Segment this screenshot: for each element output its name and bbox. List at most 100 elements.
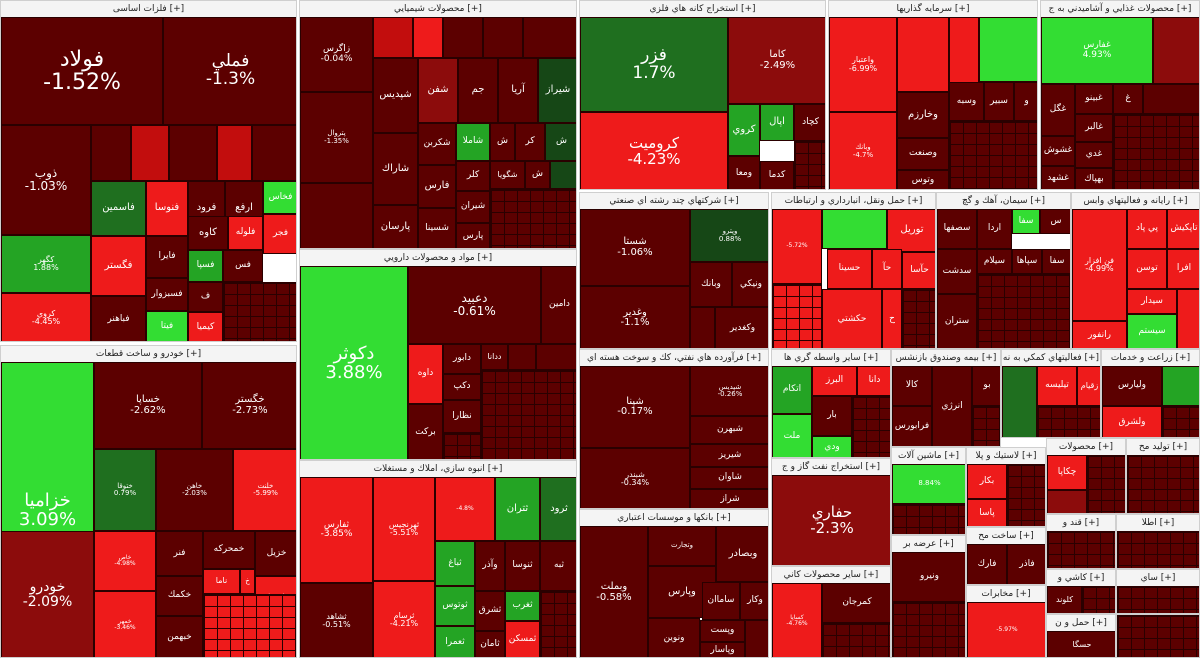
stock-tile[interactable]: توريل xyxy=(887,209,935,252)
stock-tile[interactable]: نظارا xyxy=(443,400,481,433)
stock-tile[interactable]: ثشرق xyxy=(475,591,505,631)
stock-tile[interactable]: غبينو xyxy=(1075,84,1113,114)
stock-tile[interactable]: شاراك xyxy=(373,133,418,205)
small-symbols-cluster[interactable] xyxy=(1127,455,1199,513)
stock-tile[interactable]: وليارس xyxy=(1102,366,1162,406)
stock-tile[interactable] xyxy=(949,17,979,92)
stock-tile[interactable]: دعبيد -0.61% xyxy=(408,266,541,344)
stock-tile[interactable]: ثبه xyxy=(540,541,576,591)
sector-header[interactable]: انبوه سازي، املاك و مستغلات [+] xyxy=(300,461,576,478)
small-symbols-cluster[interactable] xyxy=(977,274,1070,348)
stock-tile[interactable]: فاسمين xyxy=(91,181,146,236)
small-symbols-cluster[interactable] xyxy=(1037,406,1100,437)
stock-tile[interactable]: سپاها xyxy=(1012,249,1042,274)
stock-tile[interactable]: آريا xyxy=(498,58,538,123)
stock-tile[interactable]: شپديس -0.26% xyxy=(690,366,768,416)
stock-tile[interactable] xyxy=(979,17,1037,82)
stock-tile[interactable]: سيستم xyxy=(1127,314,1177,348)
stock-tile[interactable]: سفا xyxy=(1042,249,1070,274)
sector-header[interactable]: مواد و محصولات دارويي [+] xyxy=(300,250,576,267)
stock-tile[interactable]: شاوان xyxy=(690,467,768,489)
stock-tile[interactable]: فنر xyxy=(156,531,203,576)
small-symbols-cluster[interactable] xyxy=(1047,531,1115,568)
stock-tile[interactable]: وتجارت xyxy=(648,526,716,566)
stock-tile[interactable]: وپاسار xyxy=(700,642,745,657)
stock-tile[interactable]: كالا xyxy=(892,366,932,406)
sector-header[interactable]: رايانه و فعاليتهاي وابس [+] xyxy=(1072,193,1199,210)
stock-tile[interactable]: سيدار xyxy=(1127,289,1177,314)
stock-tile[interactable]: شراز xyxy=(690,489,768,508)
stock-tile[interactable]: ذوب -1.03% xyxy=(1,125,91,235)
small-symbols-cluster[interactable] xyxy=(892,602,965,657)
stock-tile[interactable]: بهپاك xyxy=(1075,168,1113,189)
stock-tile[interactable]: حفاري -2.3% xyxy=(772,475,890,565)
small-symbols-cluster[interactable] xyxy=(1113,114,1199,189)
stock-tile[interactable]: ثوتوس xyxy=(435,586,475,626)
small-symbols-cluster[interactable] xyxy=(1117,531,1199,568)
stock-tile[interactable]: فايرا xyxy=(146,236,188,278)
stock-tile[interactable]: وصنعت xyxy=(897,138,949,170)
stock-tile[interactable]: فسبزوار xyxy=(146,278,188,311)
stock-tile[interactable]: خمحركه xyxy=(203,531,255,569)
stock-tile[interactable]: فولاد -1.52% xyxy=(1,17,163,125)
stock-tile[interactable] xyxy=(690,307,715,348)
stock-tile[interactable]: شيريز xyxy=(690,444,768,467)
stock-tile[interactable]: ثهرنجيس -5.51% xyxy=(373,477,435,581)
sector-header[interactable]: محصولات شيميايي [+] xyxy=(300,1,576,18)
stock-tile[interactable] xyxy=(1002,366,1037,437)
stock-tile[interactable] xyxy=(1177,289,1199,348)
stock-tile[interactable]: حآسا xyxy=(902,252,935,289)
stock-tile[interactable]: شفن xyxy=(418,58,458,123)
sector-header[interactable]: سرمايه گذاريها [+] xyxy=(829,1,1037,18)
stock-tile[interactable] xyxy=(745,620,768,657)
stock-tile[interactable]: وآذر xyxy=(475,541,505,591)
stock-tile[interactable]: ثباغ xyxy=(435,541,475,586)
stock-tile[interactable]: فن افزار -4.99% xyxy=(1072,209,1127,321)
small-symbols-cluster[interactable] xyxy=(1082,586,1115,613)
sector-header[interactable]: بانكها و موسسات اعتباري [+] xyxy=(580,510,768,527)
stock-tile[interactable]: شبندر -0.34% xyxy=(580,448,690,508)
small-symbols-cluster[interactable] xyxy=(1117,615,1199,657)
stock-tile[interactable]: بار xyxy=(812,396,852,436)
small-symbols-cluster[interactable] xyxy=(822,623,890,657)
stock-tile[interactable]: شسينا xyxy=(418,208,456,248)
stock-tile[interactable]: شبهرن xyxy=(690,416,768,444)
small-symbols-cluster[interactable] xyxy=(1117,586,1199,613)
sector-header[interactable]: شركتهاي چند رشته اي صنعتي [+] xyxy=(580,193,768,210)
stock-tile[interactable]: ددانا xyxy=(481,344,508,370)
stock-tile[interactable]: فخاس xyxy=(263,181,296,214)
stock-tile[interactable] xyxy=(131,125,169,181)
stock-tile[interactable]: وكغدير xyxy=(715,307,768,348)
stock-tile[interactable]: 8.84% xyxy=(892,464,965,504)
stock-tile[interactable]: سبير xyxy=(984,82,1014,121)
stock-tile[interactable]: كروي -4.45% xyxy=(1,293,91,341)
stock-tile[interactable]: ثنوسا xyxy=(505,541,540,591)
stock-tile[interactable]: دابور xyxy=(443,344,481,374)
stock-tile[interactable]: ساماان xyxy=(702,582,740,620)
stock-tile[interactable]: تاپكيش xyxy=(1167,209,1199,249)
stock-tile[interactable]: غشهد xyxy=(1041,166,1075,189)
stock-tile[interactable]: و xyxy=(1014,82,1037,121)
stock-tile[interactable]: وپترو 0.88% xyxy=(690,209,768,262)
stock-tile[interactable] xyxy=(91,125,131,181)
stock-tile[interactable]: سيلام xyxy=(977,249,1012,274)
stock-tile[interactable]: دانا xyxy=(857,366,890,396)
stock-tile[interactable]: ونيرو xyxy=(892,552,965,602)
stock-tile[interactable]: خكمك xyxy=(156,576,203,616)
stock-tile[interactable] xyxy=(508,344,536,370)
stock-tile[interactable]: رانفور xyxy=(1072,321,1127,348)
stock-tile[interactable] xyxy=(413,17,443,58)
stock-tile[interactable]: پارسان xyxy=(373,205,418,248)
sector-header[interactable]: مخابرات [+] xyxy=(967,586,1045,603)
small-symbols-cluster[interactable] xyxy=(223,282,296,341)
stock-tile[interactable]: فباهنر xyxy=(91,296,146,341)
stock-tile[interactable]: زقيام xyxy=(1077,366,1100,406)
sector-header[interactable]: زراعت و خدمات [+] xyxy=(1102,350,1199,367)
stock-tile[interactable] xyxy=(1143,84,1199,114)
stock-tile[interactable] xyxy=(897,17,949,92)
stock-tile[interactable]: ثشاهد -0.51% xyxy=(300,583,373,657)
stock-tile[interactable]: خگستر -2.73% xyxy=(202,362,296,449)
sector-header[interactable]: استخراج نفت گاز و ج [+] xyxy=(772,459,890,476)
stock-tile[interactable]: پاسا xyxy=(967,499,1007,526)
stock-tile[interactable]: كروميت -4.23% xyxy=(580,112,728,189)
